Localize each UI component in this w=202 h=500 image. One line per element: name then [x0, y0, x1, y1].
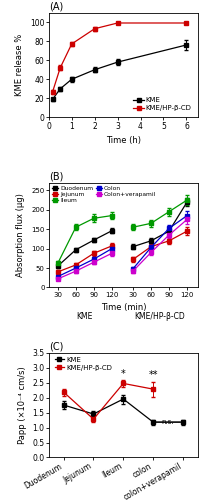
Y-axis label: KME release %: KME release % [15, 34, 24, 96]
Text: **: ** [148, 370, 157, 380]
X-axis label: Time (min): Time (min) [100, 303, 145, 312]
Text: (C): (C) [48, 342, 63, 352]
Text: *: * [120, 369, 125, 379]
Legend: KME, KME/HP-β-CD: KME, KME/HP-β-CD [130, 94, 194, 114]
Text: KME/HP-β-CD: KME/HP-β-CD [134, 312, 184, 320]
Text: n.s.: n.s. [161, 419, 174, 425]
Legend: Duodenum, Jejunum, Ileum, Colon, Colon+verapamil: Duodenum, Jejunum, Ileum, Colon, Colon+v… [52, 186, 156, 204]
Text: (B): (B) [48, 172, 63, 181]
Y-axis label: Papp (×10⁻⁴ cm/s): Papp (×10⁻⁴ cm/s) [18, 366, 27, 444]
Text: (A): (A) [48, 2, 63, 12]
X-axis label: Time (h): Time (h) [105, 136, 140, 145]
Y-axis label: Absorption flux (μg): Absorption flux (μg) [16, 193, 25, 277]
Text: KME: KME [76, 312, 93, 320]
Legend: KME, KME/HP-β-CD: KME, KME/HP-β-CD [52, 354, 114, 374]
